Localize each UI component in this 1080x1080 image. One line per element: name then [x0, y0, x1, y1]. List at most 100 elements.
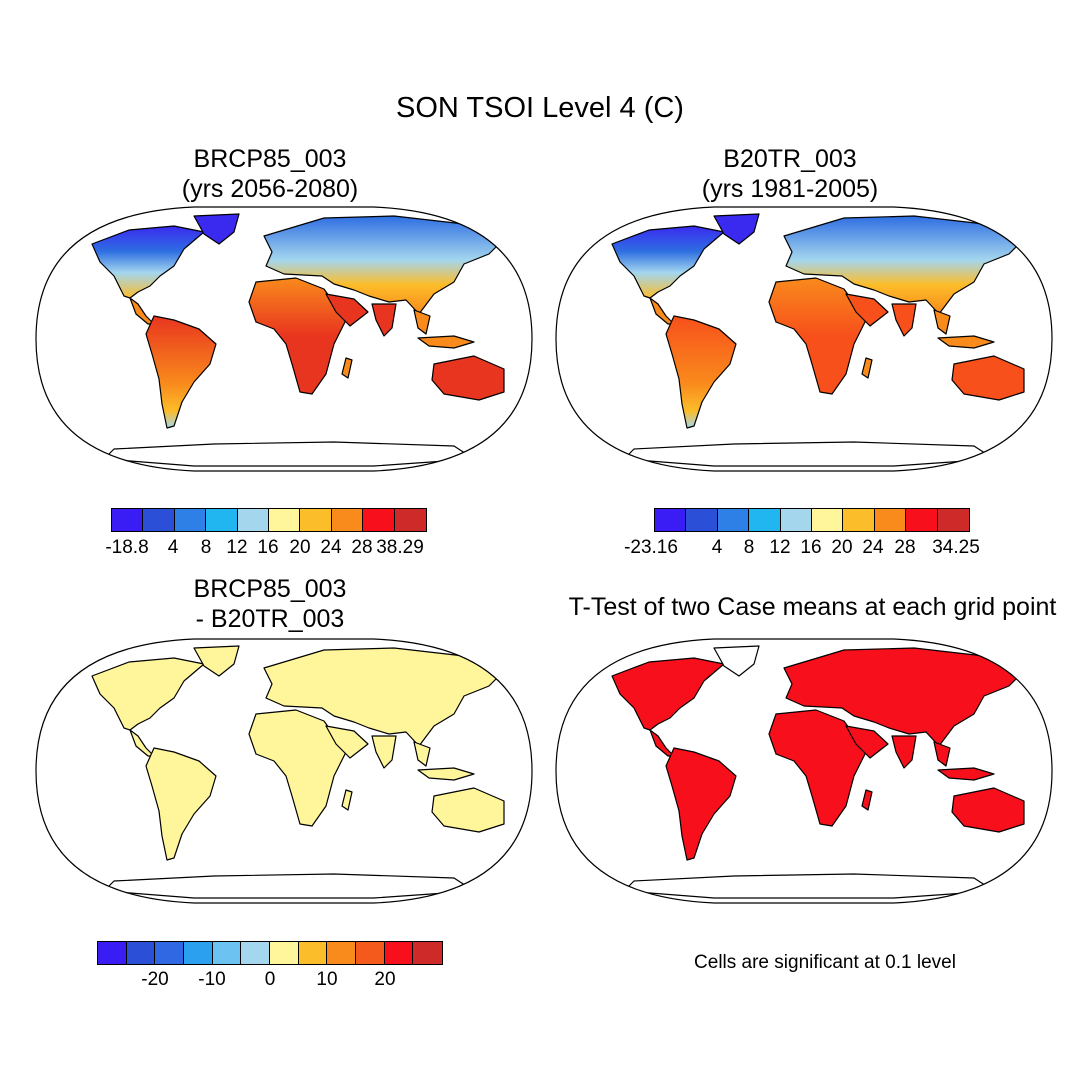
colorbar-box	[112, 509, 144, 531]
colorbar-tick-label: 20	[831, 537, 853, 558]
landmass-australia	[431, 787, 505, 833]
colorbar-box	[355, 942, 385, 964]
colorbar-box	[906, 509, 938, 531]
landmass-antarctica	[103, 873, 475, 899]
landmass-indonesia	[937, 767, 995, 781]
map-difference-panel	[35, 638, 533, 904]
landmass-northAmerica	[611, 225, 725, 299]
colorbar-tick-label: -20	[141, 969, 169, 990]
landmass-arabia	[845, 293, 889, 327]
colorbar-box	[174, 509, 207, 531]
colorbar-box	[206, 509, 238, 531]
landmass-greenland	[713, 213, 760, 245]
colorbar-box	[126, 942, 156, 964]
colorbar-box	[269, 942, 299, 964]
colorbar-box	[300, 509, 332, 531]
panel2-title: B20TR_003 (yrs 1981-2005)	[580, 144, 1000, 204]
landmass-india	[891, 303, 917, 337]
landmass-arabia	[325, 293, 369, 327]
landmass-madagascar	[341, 357, 353, 379]
panel1-title: BRCP85_003 (yrs 2056-2080)	[60, 144, 480, 204]
landmass-indonesia	[417, 335, 475, 349]
colorbar-tick-label: 20	[289, 537, 311, 558]
colorbar-box	[937, 509, 969, 531]
map-ttest-panel	[555, 638, 1053, 904]
colorbar-box	[749, 509, 781, 531]
colorbar-tick-label: -18.8	[105, 537, 149, 558]
colorbar-tick-label: 38.29	[376, 537, 424, 558]
colorbar-tick-label: 24	[320, 537, 342, 558]
landmass-greenland	[193, 213, 240, 245]
colorbar-box	[298, 942, 328, 964]
landmass-madagascar	[861, 357, 873, 379]
landmass-indonesia	[937, 335, 995, 349]
landmass-seAsia	[933, 741, 951, 767]
significance-footnote: Cells are significant at 0.1 level	[694, 952, 956, 973]
figure-title: SON TSOI Level 4 (C)	[396, 92, 684, 124]
colorbar-box	[241, 942, 270, 964]
landmass-northAmerica	[91, 657, 205, 731]
colorbar-box	[686, 509, 718, 531]
panel3-title-line1: BRCP85_003	[193, 575, 347, 603]
colorbar-box	[183, 942, 213, 964]
colorbar-tick-label: 12	[769, 537, 791, 558]
landmass-seAsia	[413, 741, 431, 767]
landmass-arabia	[845, 725, 889, 759]
landmass-greenland	[713, 645, 760, 677]
colorbar-tick-label: 4	[711, 537, 723, 558]
landmass-australia	[951, 787, 1025, 833]
landmass-southAmerica	[145, 315, 217, 429]
colorbar-future	[111, 508, 427, 532]
colorbar-tick-label: 0	[264, 969, 276, 990]
landmass-indonesia	[417, 767, 475, 781]
panel1-title-line1: BRCP85_003	[193, 145, 347, 173]
colorbar-box	[98, 942, 127, 964]
colorbar-tick-label: 16	[257, 537, 279, 558]
colorbar-tick-label: 4	[167, 537, 179, 558]
colorbar-tick-label: 16	[800, 537, 822, 558]
colorbar-tick-label: 10	[316, 969, 338, 990]
colorbar-box	[143, 509, 175, 531]
landmass-antarctica	[623, 873, 995, 899]
colorbar-box	[212, 942, 242, 964]
colorbar-tick-label: 34.25	[932, 537, 980, 558]
colorbar-tick-label: 28	[351, 537, 373, 558]
map-frame	[555, 206, 1053, 472]
colorbar-box	[331, 509, 364, 531]
landmass-india	[891, 735, 917, 769]
landmass-antarctica	[623, 441, 995, 467]
landmass-centralAm	[649, 729, 675, 757]
landmass-northAmerica	[611, 657, 725, 731]
landmass-greenland	[193, 645, 240, 677]
landmass-india	[371, 735, 397, 769]
colorbar-box	[843, 509, 875, 531]
colorbar-tick-label: -10	[198, 969, 226, 990]
map-historical-panel	[555, 206, 1053, 472]
panel4-title: T-Test of two Case means at each grid po…	[568, 593, 1057, 621]
colorbar-box	[363, 509, 395, 531]
landmass-antarctica	[103, 441, 475, 467]
map-future-panel	[35, 206, 533, 472]
colorbar-box	[413, 942, 442, 964]
landmass-centralAm	[129, 297, 155, 325]
colorbar-box	[874, 509, 907, 531]
colorbar-box	[155, 942, 184, 964]
colorbar-box	[655, 509, 687, 531]
landmass-madagascar	[341, 789, 353, 811]
landmass-southAmerica	[665, 315, 737, 429]
panel2-title-line1: B20TR_003	[723, 145, 857, 173]
landmass-madagascar	[861, 789, 873, 811]
panel3-title-line2: - B20TR_003	[195, 605, 345, 633]
landmass-arabia	[325, 725, 369, 759]
colorbar-box	[394, 509, 426, 531]
colorbar-box	[780, 509, 812, 531]
colorbar-tick-label: 20	[374, 969, 396, 990]
panel1-title-line2: (yrs 2056-2080)	[181, 175, 359, 203]
colorbar-box	[717, 509, 750, 531]
colorbar-historical	[654, 508, 970, 532]
colorbar-tick-label: 8	[200, 537, 212, 558]
colorbar-difference	[97, 941, 443, 965]
landmass-seAsia	[933, 309, 951, 335]
colorbar-tick-label: 28	[894, 537, 916, 558]
colorbar-box	[237, 509, 269, 531]
